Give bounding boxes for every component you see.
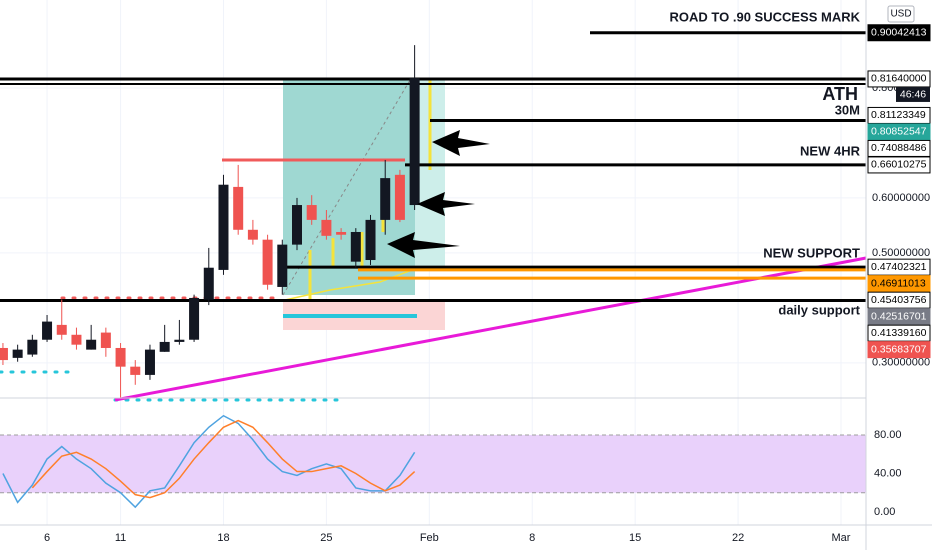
- price-tag-label: 0.41339160: [871, 327, 927, 339]
- arrows: [387, 130, 490, 258]
- candle-body: [277, 244, 288, 287]
- x-tick-label: 18: [217, 532, 229, 544]
- candle-body: [409, 78, 420, 206]
- countdown: 46:46: [900, 89, 926, 101]
- price-tag: [867, 341, 931, 359]
- x-tick-label: 22: [732, 532, 744, 544]
- candle-body: [291, 205, 302, 245]
- candle-body: [336, 231, 347, 235]
- candle-body: [27, 339, 38, 355]
- annotation: daily support: [778, 302, 860, 317]
- candle-body: [247, 229, 258, 240]
- candle-body: [12, 349, 23, 358]
- candle-body: [174, 339, 185, 342]
- osc-line: [2, 414, 416, 509]
- y-tick-label: 0.50000000: [872, 247, 930, 259]
- candle-body: [262, 239, 273, 285]
- candle-body: [350, 231, 361, 262]
- y-tick-label: 0.60000000: [872, 192, 930, 204]
- osc-line: [31, 419, 416, 499]
- price-tag-label: 0.46911013: [871, 277, 926, 289]
- candle-body: [0, 347, 8, 361]
- x-tick-label: 15: [629, 532, 641, 544]
- candle-body: [100, 332, 111, 348]
- ma-line: [284, 269, 413, 301]
- annotation: ROAD TO .90 SUCCESS MARK: [670, 9, 861, 24]
- candle-body: [130, 366, 141, 375]
- currency: USD: [890, 9, 911, 20]
- candle-body: [115, 347, 126, 367]
- candle-body: [380, 178, 391, 220]
- candle-body: [56, 324, 67, 335]
- candle-body: [42, 321, 53, 340]
- osc-tick-label: 80.00: [874, 429, 902, 441]
- x-tick-label: 6: [44, 532, 50, 544]
- price-tag-label: 0.90042413: [871, 27, 927, 39]
- candle-body: [321, 219, 332, 236]
- candle-body: [203, 267, 214, 300]
- x-tick-label: 11: [115, 532, 126, 544]
- x-tick-label: Mar: [832, 532, 851, 544]
- annotation: NEW 4HR: [800, 143, 861, 158]
- candle-body: [71, 334, 82, 345]
- annotation: ATH: [822, 84, 858, 104]
- annotation: NEW SUPPORT: [763, 245, 860, 260]
- x-tick-label: Feb: [420, 532, 439, 544]
- osc-band: [0, 434, 866, 493]
- candle-body: [233, 186, 244, 230]
- x-tick-label: 8: [529, 532, 535, 544]
- price-tag-label: 0.81640000: [871, 73, 927, 85]
- price-tag-label: 0.81123349: [871, 109, 926, 121]
- price-tag-label: 0.47402321: [871, 261, 927, 273]
- x-tick-label: 25: [320, 532, 332, 544]
- price-tag-label: 0.45403756: [871, 294, 927, 306]
- long-position-box: [283, 80, 415, 295]
- osc-tick-label: 40.00: [874, 467, 902, 479]
- price-tag: [867, 24, 931, 42]
- osc-tick-label: 0.00: [874, 506, 895, 518]
- trend-line: [114, 256, 867, 402]
- candle-body: [144, 349, 155, 375]
- price-tag: [867, 106, 931, 124]
- price-tag: [867, 156, 931, 174]
- price-tag-label: 0.74088486: [871, 142, 927, 154]
- y-tick-label: 0.30000000: [872, 357, 930, 369]
- candle-body: [189, 297, 200, 340]
- price-tag-label: 0.35683707: [871, 343, 927, 355]
- candle-body: [365, 219, 376, 261]
- candle-body: [394, 174, 405, 220]
- candle-body: [218, 184, 229, 270]
- price-tag-label: 0.42516701: [871, 310, 927, 322]
- candle-body: [306, 205, 317, 220]
- candle-body: [159, 341, 170, 352]
- annotation: 30M: [835, 102, 860, 117]
- price-tag-label: 0.80852547: [871, 126, 927, 138]
- currency-box[interactable]: [887, 5, 915, 23]
- candle-body: [86, 339, 97, 350]
- price-tag-label: 0.66010275: [871, 159, 927, 171]
- countdown-box: [896, 86, 930, 102]
